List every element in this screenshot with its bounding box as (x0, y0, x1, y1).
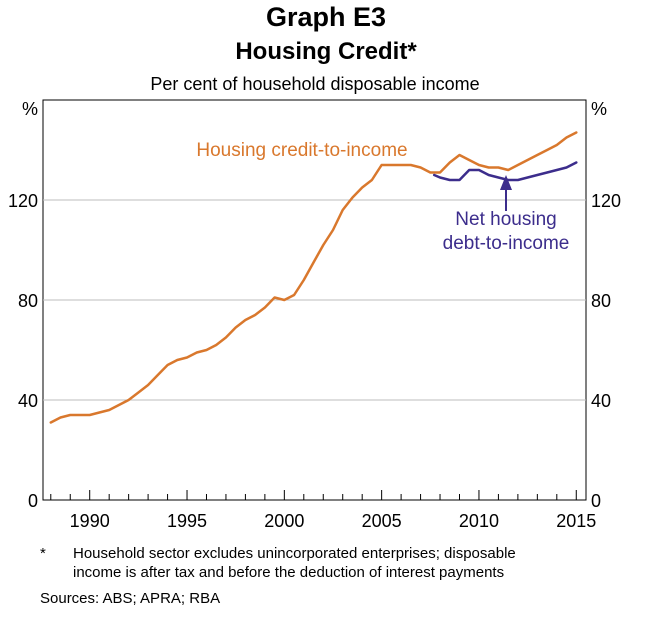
y-tick-label-right: 0 (591, 491, 601, 511)
x-tick-label: 2000 (264, 511, 304, 531)
sources-note: Sources: ABS; APRA; RBA (40, 590, 221, 607)
x-axis-ticks (50, 490, 577, 500)
y-tick-label-left: 120 (8, 191, 38, 211)
footnote-line2: income is after tax and before the deduc… (73, 564, 505, 581)
y-tick-label-left: 80 (18, 291, 38, 311)
gridlines (43, 199, 586, 401)
y-unit-left: % (22, 99, 38, 119)
y-tick-label-right: 120 (591, 191, 621, 211)
x-tick-label: 1995 (167, 511, 207, 531)
footnote-line1: Household sector excludes unincorporated… (73, 545, 516, 562)
x-tick-label: 2015 (556, 511, 596, 531)
y-unit-right: % (591, 99, 607, 119)
net-housing-debt-line (432, 161, 578, 182)
chart-title: Graph E3 (265, 2, 387, 32)
footnote-marker: * (40, 545, 46, 562)
net-housing-label-line2: debt-to-income (443, 233, 570, 254)
x-tick-label: 2005 (362, 511, 402, 531)
chart-subtitle: Housing Credit* (235, 38, 417, 65)
line-chart: 0 0 40 40 80 80 120 120 1990 1995 2000 2005 2010 201… (8, 99, 621, 531)
x-tick-label: 1990 (70, 511, 110, 531)
x-tick-label: 2010 (459, 511, 499, 531)
y-axis-labels: 0 0 40 40 80 80 120 120 (8, 191, 621, 511)
y-tick-label-right: 40 (591, 391, 611, 411)
units-caption: Per cent of household disposable income (150, 74, 480, 94)
y-tick-label-left: 0 (28, 491, 38, 511)
series-lines (49, 131, 578, 424)
x-axis-labels: 1990 1995 2000 2005 2010 2015 (70, 511, 597, 531)
net-housing-arrow (500, 175, 512, 211)
y-tick-label-right: 80 (591, 291, 611, 311)
housing-credit-line (49, 131, 578, 424)
y-tick-label-left: 40 (18, 391, 38, 411)
housing-credit-label: Housing credit-to-income (196, 140, 407, 161)
net-housing-label-line1: Net housing (455, 209, 556, 230)
